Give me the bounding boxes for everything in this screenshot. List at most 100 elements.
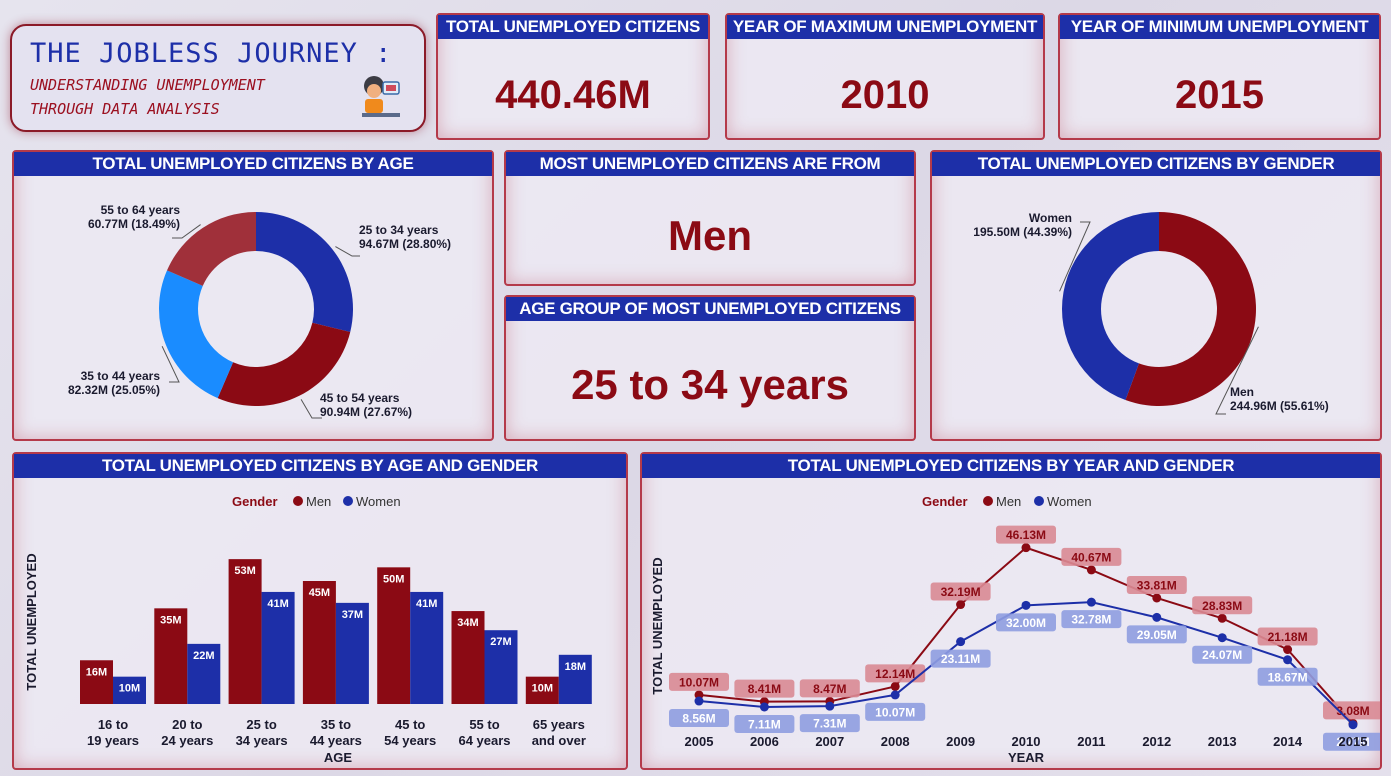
data-label-women-2015: 2.77M xyxy=(1336,735,1369,749)
label-box-men-2007 xyxy=(799,679,860,698)
line-legend-women-dot xyxy=(1034,496,1044,506)
bar-x-tick-16-to-19-years-line2: 19 years xyxy=(87,733,139,748)
line-x-tick-2009: 2009 xyxy=(946,734,975,749)
leader-line-25-to-34-years xyxy=(335,246,360,257)
bar-legend-men-label: Men xyxy=(306,494,331,509)
age-gender-bar-chart: Gender Men Women TOTAL UNEMPLOYED 16M 10M 16 t… xyxy=(24,494,592,765)
data-label-men-2005: 10.07M xyxy=(679,675,719,689)
data-label-men-2011: 40.67M xyxy=(1071,550,1111,564)
point-men-2012 xyxy=(1152,593,1162,603)
bar-label-men-45-to-54-years: 50M xyxy=(383,573,404,585)
point-women-2008 xyxy=(890,690,900,700)
bar-x-tick-35-to-44-years-line2: 44 years xyxy=(310,733,362,748)
slice-value-25-to-34-years: 94.67M (28.80%) xyxy=(359,237,451,251)
bar-women-25-to-34-years xyxy=(261,591,295,704)
bar-y-axis-label: TOTAL UNEMPLOYED xyxy=(24,553,39,690)
bar-women-55-to-64-years xyxy=(484,630,518,704)
bar-x-axis-label: AGE xyxy=(324,750,353,765)
leader-line-45-to-54-years xyxy=(300,399,322,419)
bar-legend-men-dot xyxy=(293,496,303,506)
slice-label-55-to-64-years: 55 to 64 years xyxy=(101,203,181,217)
bar-x-tick-35-to-44-years-line1: 35 to xyxy=(321,717,351,732)
label-box-men-2010 xyxy=(996,525,1056,544)
data-label-men-2006: 8.41M xyxy=(748,682,781,696)
point-women-2009 xyxy=(956,637,966,647)
data-label-women-2005: 8.56M xyxy=(682,712,715,726)
data-label-women-2012: 29.05M xyxy=(1137,628,1177,642)
line-x-tick-2010: 2010 xyxy=(1012,734,1041,749)
bar-label-women-20-to-24-years: 22M xyxy=(193,650,214,662)
label-box-women-2013 xyxy=(1192,645,1253,664)
line-x-tick-2015: 2015 xyxy=(1339,734,1368,749)
kpi-age-value: 25 to 34 years xyxy=(571,361,849,408)
bar-x-tick-45-to-54-years-line2: 54 years xyxy=(384,733,436,748)
age-donut-title: TOTAL UNEMPLOYED CITIZENS BY AGE xyxy=(14,152,492,176)
slice-value-men: 244.96M (55.61%) xyxy=(1230,399,1329,413)
data-label-women-2014: 18.67M xyxy=(1268,670,1308,684)
label-box-women-2010 xyxy=(996,613,1056,632)
bar-x-tick-65-years-and-over-line2: and over xyxy=(532,733,586,748)
point-women-2007 xyxy=(825,701,835,711)
bar-label-women-25-to-34-years: 41M xyxy=(267,598,288,610)
kpi-gender-label: MOST UNEMPLOYED CITIZENS ARE FROM xyxy=(506,152,914,176)
label-box-men-2009 xyxy=(930,582,991,601)
bar-label-women-65-years-and-over: 18M xyxy=(565,661,586,673)
line-x-tick-2014: 2014 xyxy=(1273,734,1303,749)
point-women-2005 xyxy=(694,696,704,706)
dashboard-title: THE JOBLESS JOURNEY : xyxy=(30,38,393,69)
kpi-min-year-label: YEAR OF MINIMUM UNEMPLOYMENT xyxy=(1060,15,1379,39)
point-women-2010 xyxy=(1021,600,1031,610)
data-label-women-2006: 7.11M xyxy=(748,717,781,731)
line-chart-title: TOTAL UNEMPLOYED CITIZENS BY YEAR AND GE… xyxy=(642,454,1380,478)
bar-men-45-to-54-years xyxy=(377,567,411,704)
data-label-men-2008: 12.14M xyxy=(875,667,915,681)
bar-men-65-years-and-over xyxy=(525,676,559,704)
bar-label-women-35-to-44-years: 37M xyxy=(342,609,363,621)
data-label-men-2012: 33.81M xyxy=(1137,578,1177,592)
data-label-men-2009: 32.19M xyxy=(941,585,981,599)
data-label-men-2007: 8.47M xyxy=(813,682,846,696)
line-x-tick-2013: 2013 xyxy=(1208,734,1237,749)
bar-label-men-16-to-19-years: 16M xyxy=(86,666,107,678)
slice-label-35-to-44-years: 35 to 44 years xyxy=(81,369,161,383)
worker-icon xyxy=(362,76,400,117)
label-box-women-2015 xyxy=(1323,732,1380,751)
kpi-max-year-card: YEAR OF MAXIMUM UNEMPLOYMENT 2010 xyxy=(725,13,1045,140)
point-men-2011 xyxy=(1086,565,1096,575)
slice-women xyxy=(1062,212,1159,401)
bar-label-women-16-to-19-years: 10M xyxy=(119,683,140,695)
slice-label-men: Men xyxy=(1230,385,1254,399)
bar-label-men-65-years-and-over: 10M xyxy=(532,683,553,695)
bar-women-20-to-24-years xyxy=(187,643,221,704)
data-label-women-2009: 23.11M xyxy=(941,652,980,666)
bar-legend-title: Gender xyxy=(232,494,278,509)
dashboard-title-box: THE JOBLESS JOURNEY : UNDERSTANDING UNEM… xyxy=(10,24,426,132)
kpi-gender-card: MOST UNEMPLOYED CITIZENS ARE FROM Men xyxy=(504,150,916,286)
point-women-2015 xyxy=(1348,720,1358,730)
kpi-gender-value: Men xyxy=(668,212,752,259)
bar-x-tick-55-to-64-years-line1: 55 to xyxy=(469,717,499,732)
age-donut-panel: TOTAL UNEMPLOYED CITIZENS BY AGE 25 to 3… xyxy=(12,150,494,441)
slice-45-to-54-years xyxy=(217,322,351,406)
label-box-women-2009 xyxy=(930,649,991,668)
line-legend-women-label: Women xyxy=(1047,494,1092,509)
line-legend-men-dot xyxy=(983,496,993,506)
label-box-women-2007 xyxy=(799,714,860,733)
bar-women-35-to-44-years xyxy=(335,602,369,704)
bar-x-tick-65-years-and-over-line1: 65 years xyxy=(533,717,585,732)
kpi-max-year-value: 2010 xyxy=(840,73,930,117)
point-men-2008 xyxy=(890,681,900,691)
label-box-men-2011 xyxy=(1061,547,1122,566)
point-men-2014 xyxy=(1283,645,1293,655)
slice-men xyxy=(1125,212,1256,406)
kpi-min-year-card: YEAR OF MINIMUM UNEMPLOYMENT 2015 xyxy=(1058,13,1381,140)
label-box-men-2006 xyxy=(734,679,795,698)
data-label-women-2013: 24.07M xyxy=(1202,648,1242,662)
bar-men-20-to-24-years xyxy=(154,608,188,704)
leader-line-55-to-64-years xyxy=(172,224,201,239)
point-women-2014 xyxy=(1283,655,1293,665)
bar-label-men-20-to-24-years: 35M xyxy=(160,614,181,626)
kpi-age-card: AGE GROUP OF MOST UNEMPLOYED CITIZENS 25… xyxy=(504,295,916,441)
point-men-2013 xyxy=(1217,613,1227,623)
label-box-women-2014 xyxy=(1257,667,1318,686)
